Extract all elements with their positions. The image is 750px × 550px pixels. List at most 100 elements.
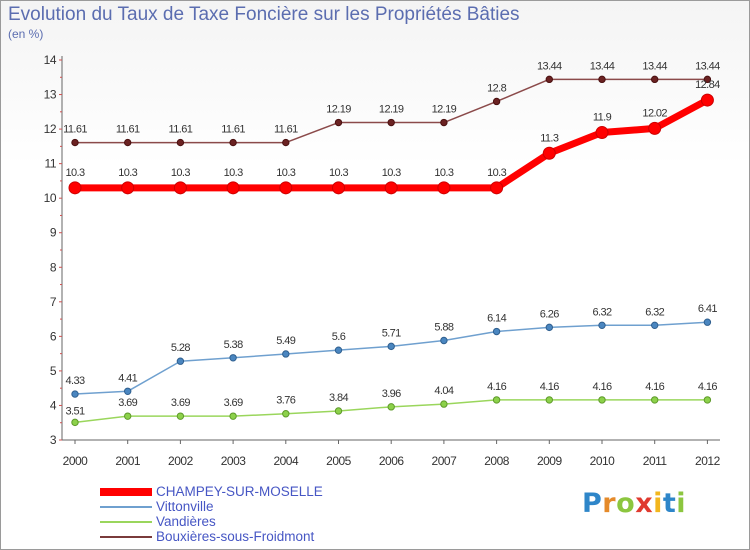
data-point <box>648 121 662 135</box>
data-label: 12.19 <box>326 104 351 116</box>
data-label: 5.6 <box>332 331 346 343</box>
data-label: 3.84 <box>329 392 348 404</box>
data-label: 10.3 <box>65 167 84 179</box>
legend-label: CHAMPEY-SUR-MOSELLE <box>156 484 323 499</box>
x-tick-label: 2012 <box>695 454 721 468</box>
x-tick-label: 2008 <box>484 454 510 468</box>
data-point <box>703 75 712 84</box>
data-point <box>282 138 290 147</box>
data-label: 4.16 <box>592 381 611 393</box>
data-label: 10.3 <box>171 167 190 179</box>
data-point <box>703 318 712 326</box>
data-point <box>121 181 135 195</box>
data-point <box>124 138 132 147</box>
legend-label: Bouxières-sous-Froidmont <box>156 529 315 544</box>
data-label: 3.69 <box>118 397 137 409</box>
y-tick-label: 12 <box>44 122 57 136</box>
data-label: 10.3 <box>434 167 453 179</box>
data-label: 11.61 <box>169 124 193 136</box>
data-point <box>176 357 185 365</box>
y-tick-label: 10 <box>44 191 57 205</box>
data-label: 13.44 <box>537 60 562 72</box>
data-point <box>229 412 237 420</box>
y-tick-label: 3 <box>50 433 57 447</box>
y-tick-label: 7 <box>50 295 57 309</box>
data-label: 3.69 <box>224 397 243 409</box>
data-point <box>71 390 79 398</box>
x-tick-label: 2001 <box>115 454 141 468</box>
data-point <box>598 396 606 404</box>
data-label: 4.04 <box>434 385 453 397</box>
data-point <box>492 97 501 106</box>
data-label: 6.14 <box>487 313 506 325</box>
data-label: 11.61 <box>116 124 140 136</box>
data-point <box>492 396 501 404</box>
data-point <box>440 118 448 127</box>
data-label: 6.41 <box>698 303 717 315</box>
data-point <box>229 138 237 147</box>
y-tick-label: 11 <box>45 157 57 171</box>
data-label: 4.41 <box>118 372 137 384</box>
data-label: 4.16 <box>540 381 559 393</box>
data-label: 10.3 <box>224 167 243 179</box>
data-label: 12.19 <box>432 104 457 116</box>
data-label: 3.76 <box>276 395 295 407</box>
x-tick-label: 2004 <box>273 454 299 468</box>
data-point <box>173 181 187 195</box>
data-point <box>545 323 553 332</box>
data-point <box>387 118 395 127</box>
x-tick-label: 2002 <box>168 454 194 468</box>
x-tick-label: 2009 <box>537 454 563 468</box>
data-point <box>703 396 712 404</box>
data-label: 3.96 <box>382 388 401 400</box>
y-tick-label: 14 <box>44 53 57 67</box>
data-label: 12.8 <box>487 82 506 94</box>
data-point <box>387 342 395 351</box>
data-point <box>71 418 79 427</box>
data-point <box>440 336 448 345</box>
proxiti-logo: Proxiti <box>582 488 687 519</box>
data-label: 10.3 <box>487 167 506 179</box>
data-point <box>700 93 714 107</box>
data-point <box>595 126 609 140</box>
data-point <box>68 181 82 195</box>
data-label: 3.69 <box>171 397 190 409</box>
data-point <box>542 146 556 160</box>
data-label: 10.3 <box>276 167 295 179</box>
data-label: 5.88 <box>434 322 453 334</box>
y-tick-label: 9 <box>50 226 57 240</box>
data-label: 4.16 <box>645 381 664 393</box>
chart-unit-label: (en %) <box>8 27 44 41</box>
data-label: 6.26 <box>540 308 559 320</box>
data-label: 11.61 <box>221 124 245 136</box>
data-point <box>387 403 395 411</box>
data-label: 5.49 <box>276 335 295 347</box>
data-point <box>124 387 132 395</box>
y-tick-label: 5 <box>50 364 57 378</box>
data-label: 4.33 <box>65 375 84 387</box>
data-label: 13.44 <box>642 60 667 72</box>
x-tick-label: 2006 <box>379 454 405 468</box>
x-tick-label: 2003 <box>221 454 247 468</box>
data-point <box>226 181 240 195</box>
data-point <box>124 412 132 420</box>
data-point <box>176 138 185 147</box>
data-label: 3.51 <box>65 405 84 417</box>
legend-swatch <box>100 506 152 508</box>
data-label: 13.44 <box>590 60 615 72</box>
data-point <box>545 396 553 404</box>
data-label: 11.61 <box>63 124 87 136</box>
legend-swatch <box>100 488 152 496</box>
legend-swatch <box>100 521 152 523</box>
data-point <box>440 400 448 408</box>
data-label: 4.16 <box>487 381 506 393</box>
y-tick-label: 6 <box>50 329 57 343</box>
data-point <box>437 181 451 195</box>
data-point <box>334 407 343 415</box>
data-point <box>598 75 606 84</box>
data-label: 11.3 <box>540 132 559 144</box>
chart-title: Evolution du Taux de Taxe Foncière sur l… <box>8 4 520 25</box>
data-point <box>651 75 659 84</box>
